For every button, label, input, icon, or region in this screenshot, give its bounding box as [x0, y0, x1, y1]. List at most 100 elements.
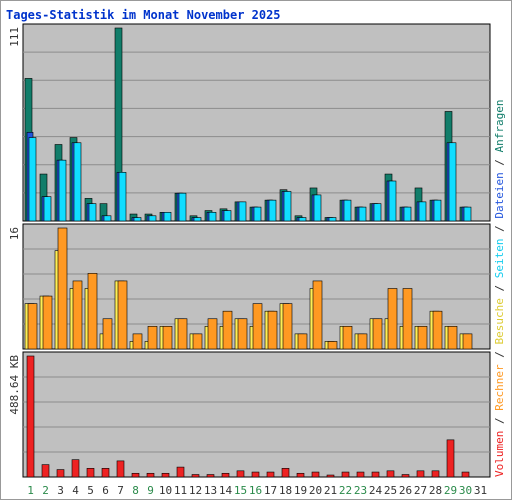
x-label-day-31: 31 [474, 484, 487, 497]
bar-seiten-day-14 [223, 210, 232, 222]
x-label-day-15: 15 [234, 484, 247, 497]
x-label-day-23: 23 [354, 484, 367, 497]
bar-seiten-day-12 [193, 217, 202, 222]
x-label-day-18: 18 [279, 484, 292, 497]
x-label-day-2: 2 [42, 484, 49, 497]
bar-rechner-day-19 [297, 333, 308, 350]
bar-seiten-day-23 [358, 206, 367, 222]
bar-seiten-day-25 [388, 180, 397, 222]
x-label-day-13: 13 [204, 484, 217, 497]
bar-rechner-day-1 [27, 303, 38, 350]
bar-volumen-day-2 [41, 464, 50, 478]
bar-rechner-day-30 [462, 333, 473, 350]
bar-seiten-day-27 [418, 201, 427, 222]
bar-rechner-day-7 [117, 280, 128, 350]
legend-item-rechner: Rechner [493, 364, 506, 411]
bar-seiten-day-10 [163, 212, 172, 222]
bar-volumen-day-16 [251, 471, 260, 478]
x-label-day-29: 29 [444, 484, 457, 497]
bar-rechner-day-17 [267, 310, 278, 350]
bar-volumen-day-13 [206, 474, 215, 478]
bar-seiten-day-28 [433, 199, 442, 222]
x-label-day-8: 8 [132, 484, 139, 497]
bar-rechner-day-22 [342, 326, 353, 350]
bar-seiten-day-13 [208, 212, 217, 222]
panel-hits-background [22, 23, 491, 222]
x-label-day-25: 25 [384, 484, 397, 497]
bar-volumen-day-29 [446, 439, 455, 478]
bar-rechner-day-20 [312, 280, 323, 350]
x-label-day-9: 9 [147, 484, 154, 497]
bar-seiten-day-18 [283, 191, 292, 222]
bar-seiten-day-15 [238, 201, 247, 222]
x-label-day-4: 4 [72, 484, 79, 497]
x-label-day-3: 3 [57, 484, 64, 497]
bar-seiten-day-29 [448, 142, 457, 222]
x-label-day-6: 6 [102, 484, 109, 497]
bar-volumen-day-20 [311, 471, 320, 478]
bar-rechner-day-16 [252, 303, 263, 350]
x-label-day-1: 1 [27, 484, 34, 497]
panel-volume: 488.64 KB [8, 351, 491, 478]
x-axis-day-labels: 1 2 3 4 5 6 7 8 9 10 11 12 13 14 15 16 17 18 19 20 21 22 23 24 2… [27, 484, 487, 497]
bar-rechner-day-14 [222, 310, 233, 350]
bar-rechner-day-3 [57, 227, 68, 350]
bar-volumen-day-18 [281, 468, 290, 478]
bar-rechner-day-11 [177, 318, 188, 350]
legend-separator: / [493, 278, 506, 298]
panel-hits-max-label: 111 [8, 27, 21, 47]
bar-seiten-day-17 [268, 199, 277, 222]
bar-rechner-day-8 [132, 333, 143, 350]
panel-volume-background [22, 351, 491, 478]
bar-volumen-day-10 [161, 472, 170, 478]
bar-volumen-day-24 [371, 471, 380, 478]
bar-seiten-day-4 [73, 142, 82, 222]
x-label-day-26: 26 [399, 484, 412, 497]
x-label-day-14: 14 [219, 484, 233, 497]
x-label-day-12: 12 [189, 484, 202, 497]
bar-volumen-day-6 [101, 468, 110, 478]
bar-volumen-day-15 [236, 470, 245, 478]
bar-rechner-day-10 [162, 326, 173, 350]
legend-item-seiten: Seiten [493, 239, 506, 279]
panel-hits: 111 [8, 23, 491, 222]
x-label-day-24: 24 [369, 484, 383, 497]
x-label-day-20: 20 [309, 484, 322, 497]
bar-rechner-day-21 [327, 341, 338, 350]
bar-volumen-day-12 [191, 474, 200, 478]
bar-volumen-day-7 [116, 460, 125, 478]
legend-item-anfragen: Anfragen [493, 99, 506, 152]
bar-rechner-day-18 [282, 303, 293, 350]
x-label-day-5: 5 [87, 484, 94, 497]
panel-volume-max-label: 488.64 KB [8, 355, 21, 415]
legend-item-volumen: Volumen [493, 431, 506, 477]
bar-seiten-day-9 [148, 215, 157, 222]
bar-seiten-day-20 [313, 194, 322, 222]
x-label-day-10: 10 [159, 484, 172, 497]
legend-separator: / [493, 152, 506, 172]
bar-seiten-day-22 [343, 199, 352, 222]
bar-volumen-day-8 [131, 472, 140, 478]
bar-rechner-day-24 [372, 318, 383, 350]
bar-rechner-day-23 [357, 333, 368, 350]
bar-rechner-day-27 [417, 326, 428, 350]
bar-rechner-day-6 [102, 318, 113, 350]
bar-seiten-day-3 [58, 159, 67, 222]
x-label-day-27: 27 [414, 484, 427, 497]
bar-seiten-day-16 [253, 206, 262, 222]
bar-volumen-day-25 [386, 470, 395, 478]
x-label-day-30: 30 [459, 484, 472, 497]
bar-seiten-day-5 [88, 203, 97, 222]
bar-seiten-day-26 [403, 206, 412, 222]
bar-rechner-day-12 [192, 333, 203, 350]
bar-volumen-day-28 [431, 470, 440, 478]
bar-seiten-day-7 [118, 172, 127, 222]
legend-right: Volumen / Rechner / Besuche / Seiten / D… [493, 99, 506, 477]
bar-rechner-day-13 [207, 318, 218, 350]
panel-visits-max-label: 16 [8, 227, 21, 240]
x-label-day-17: 17 [264, 484, 277, 497]
bar-seiten-day-2 [43, 196, 52, 222]
bar-seiten-day-11 [178, 192, 187, 222]
legend-item-dateien: Dateien [493, 172, 506, 218]
